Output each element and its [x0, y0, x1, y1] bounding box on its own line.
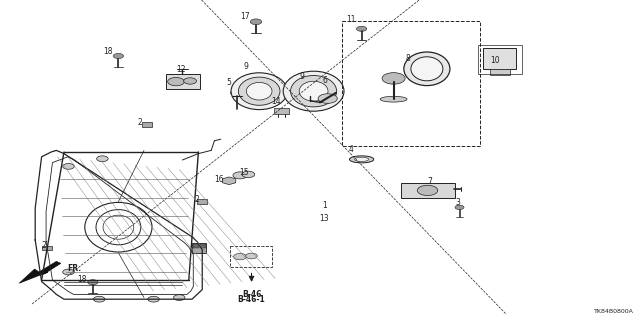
Text: 16: 16: [214, 175, 224, 184]
Text: 9: 9: [244, 62, 249, 71]
Circle shape: [63, 164, 74, 169]
Text: 4: 4: [348, 145, 353, 154]
Circle shape: [93, 296, 105, 302]
Text: 9: 9: [300, 72, 305, 81]
Text: 10: 10: [490, 56, 500, 65]
Ellipse shape: [300, 81, 328, 101]
Bar: [166, 74, 200, 89]
Bar: [230, 246, 272, 267]
Text: TK84B0800A: TK84B0800A: [594, 308, 634, 314]
Text: 18: 18: [103, 47, 112, 56]
Ellipse shape: [239, 77, 280, 105]
Text: 17: 17: [240, 12, 250, 21]
Circle shape: [382, 73, 405, 84]
Circle shape: [233, 172, 247, 179]
Polygon shape: [19, 261, 61, 283]
Circle shape: [88, 280, 98, 285]
Ellipse shape: [291, 76, 337, 107]
Text: 15: 15: [239, 168, 250, 177]
Ellipse shape: [284, 71, 344, 111]
Bar: [342, 21, 480, 146]
Circle shape: [455, 205, 464, 210]
Text: 3: 3: [455, 198, 460, 207]
Text: 2: 2: [41, 241, 46, 250]
Circle shape: [63, 269, 74, 275]
Ellipse shape: [411, 57, 443, 81]
Circle shape: [230, 90, 243, 96]
Text: B-46-1: B-46-1: [237, 295, 266, 304]
Circle shape: [356, 26, 367, 31]
Circle shape: [318, 94, 337, 103]
Text: 11: 11: [346, 15, 355, 24]
Bar: [478, 45, 522, 74]
Circle shape: [417, 185, 438, 196]
Text: 6: 6: [322, 76, 327, 85]
Circle shape: [148, 296, 159, 302]
Text: 14: 14: [271, 97, 282, 106]
Text: 7: 7: [428, 177, 433, 186]
Ellipse shape: [246, 83, 272, 100]
Text: 1: 1: [322, 201, 327, 210]
Circle shape: [173, 295, 185, 300]
Text: B-46: B-46: [242, 290, 261, 299]
Text: FR.: FR.: [67, 264, 81, 273]
Bar: [200, 244, 206, 248]
Bar: [193, 244, 199, 248]
Text: 8: 8: [406, 54, 411, 63]
Ellipse shape: [349, 156, 374, 163]
Text: 12: 12: [177, 65, 186, 74]
Text: 2: 2: [137, 118, 142, 127]
Circle shape: [234, 253, 246, 260]
Bar: [490, 69, 510, 75]
Bar: [274, 108, 289, 114]
Circle shape: [184, 78, 196, 84]
Text: 2: 2: [195, 195, 200, 204]
Bar: [483, 48, 516, 69]
Circle shape: [246, 253, 257, 259]
Circle shape: [168, 77, 184, 86]
Bar: [192, 243, 206, 253]
Circle shape: [250, 19, 262, 25]
Ellipse shape: [355, 157, 369, 162]
Bar: [401, 183, 455, 198]
Text: 5: 5: [227, 78, 232, 87]
Circle shape: [242, 171, 255, 178]
Ellipse shape: [380, 96, 407, 102]
Text: 18: 18: [77, 276, 86, 284]
Text: 13: 13: [319, 214, 330, 223]
Ellipse shape: [231, 73, 287, 110]
Ellipse shape: [404, 52, 450, 86]
Circle shape: [97, 156, 108, 162]
Circle shape: [113, 53, 124, 59]
